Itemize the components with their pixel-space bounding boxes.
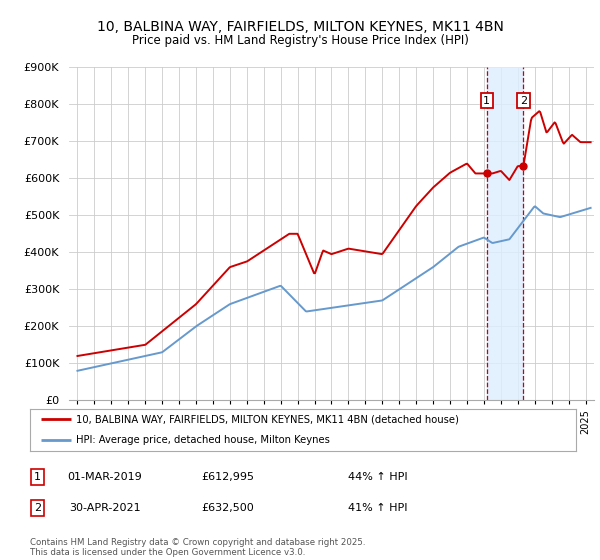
Text: £632,500: £632,500	[202, 503, 254, 513]
Text: 41% ↑ HPI: 41% ↑ HPI	[348, 503, 407, 513]
Text: 1: 1	[483, 96, 490, 105]
Text: 2: 2	[34, 503, 41, 513]
Text: 10, BALBINA WAY, FAIRFIELDS, MILTON KEYNES, MK11 4BN: 10, BALBINA WAY, FAIRFIELDS, MILTON KEYN…	[97, 20, 503, 34]
Text: 44% ↑ HPI: 44% ↑ HPI	[348, 472, 407, 482]
Text: 10, BALBINA WAY, FAIRFIELDS, MILTON KEYNES, MK11 4BN (detached house): 10, BALBINA WAY, FAIRFIELDS, MILTON KEYN…	[76, 414, 459, 424]
Text: 01-MAR-2019: 01-MAR-2019	[68, 472, 142, 482]
Text: Contains HM Land Registry data © Crown copyright and database right 2025.
This d: Contains HM Land Registry data © Crown c…	[30, 538, 365, 557]
Text: Price paid vs. HM Land Registry's House Price Index (HPI): Price paid vs. HM Land Registry's House …	[131, 34, 469, 46]
Text: 2: 2	[520, 96, 527, 105]
Bar	[487, 67, 523, 400]
Text: £612,995: £612,995	[202, 472, 254, 482]
Text: 30-APR-2021: 30-APR-2021	[69, 503, 141, 513]
Text: 1: 1	[34, 472, 41, 482]
Text: HPI: Average price, detached house, Milton Keynes: HPI: Average price, detached house, Milt…	[76, 435, 330, 445]
